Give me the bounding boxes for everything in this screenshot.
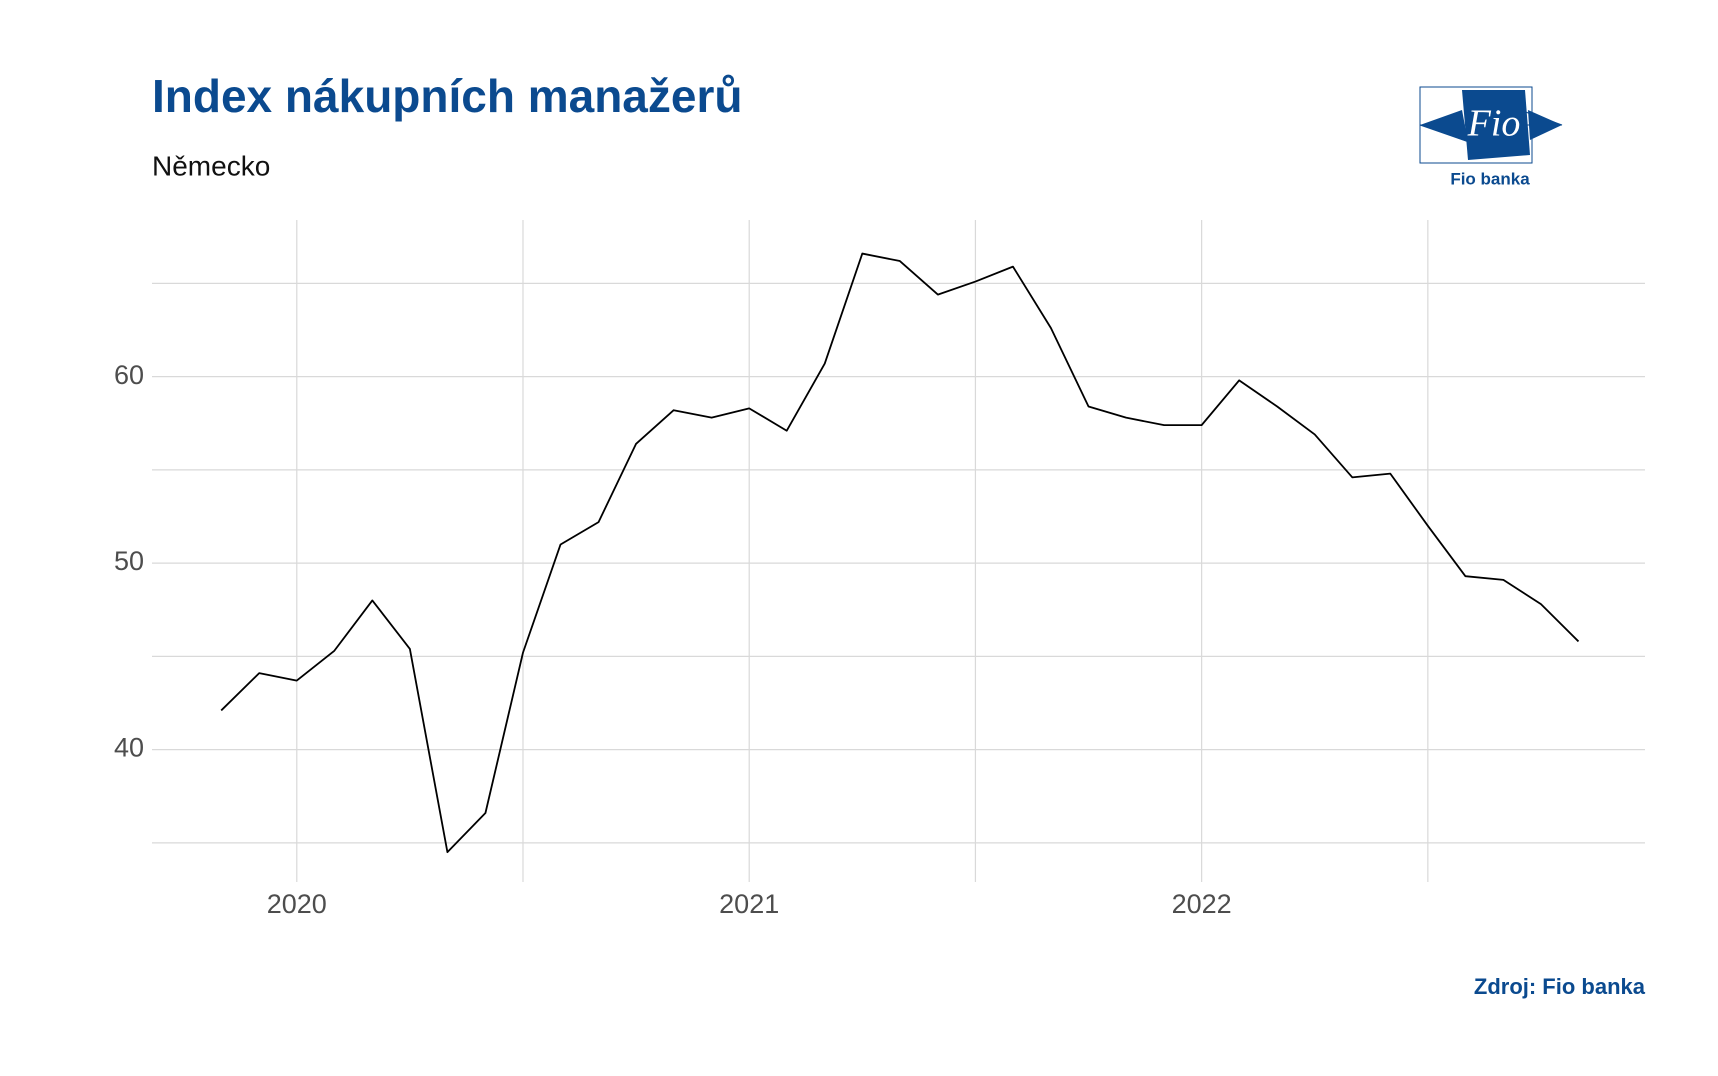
x-tick-label: 2021 [719,889,779,919]
y-tick-label: 40 [114,733,144,763]
logo: Fio Fio banka [1419,86,1563,188]
chart-title: Index nákupních manažerů [152,70,742,122]
y-tick-label: 50 [114,546,144,576]
logo-name: Fio banka [1450,169,1530,188]
x-tick-label: 2020 [267,889,327,919]
data-line [220,252,1580,854]
logo-frame [1419,86,1533,164]
logo-right [1528,110,1562,140]
logo-left [1420,110,1468,142]
y-tick-label: 60 [114,360,144,390]
source: Zdroj: Fio banka [1474,974,1646,999]
logo-diamond [1462,90,1530,160]
logo-mark: Fio [1467,103,1521,145]
chart-subtitle: Německo [152,150,270,181]
x-tick-label: 2022 [1172,889,1232,919]
